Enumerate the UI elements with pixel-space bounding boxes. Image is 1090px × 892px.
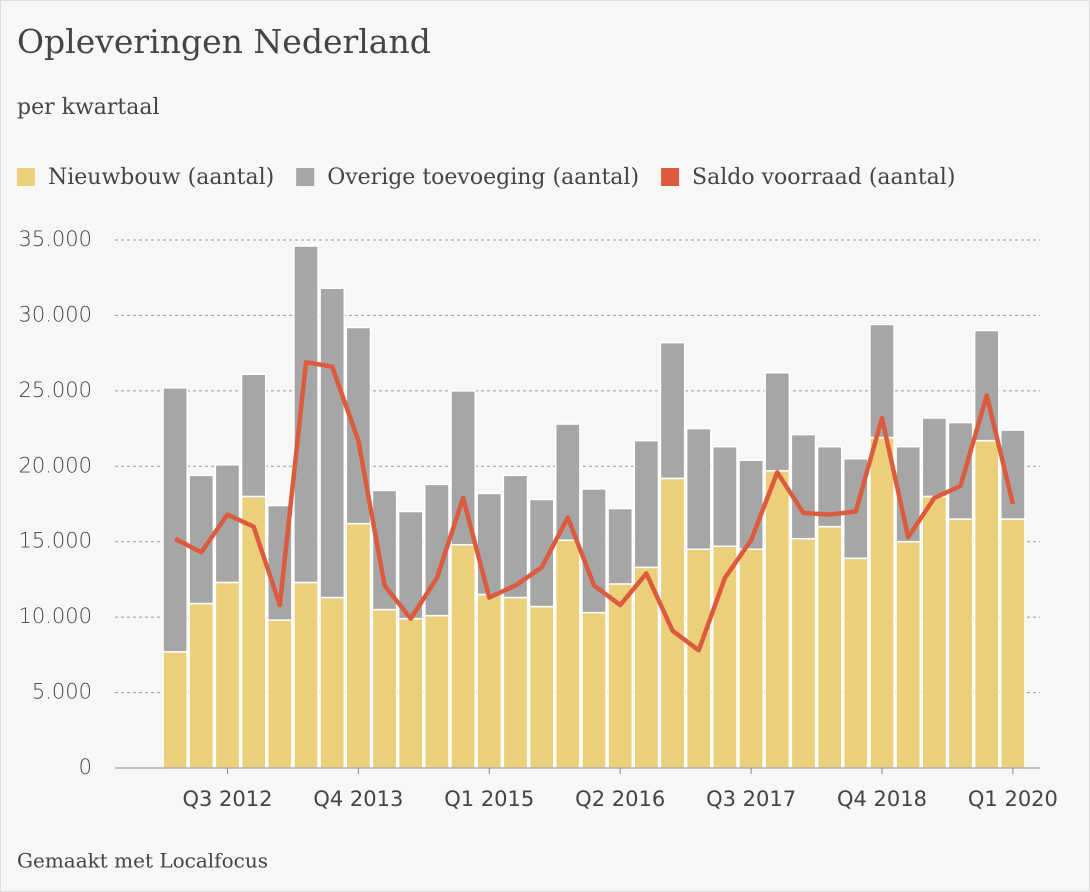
bar	[633, 566, 660, 769]
x-tick-label: Q2 2016	[575, 787, 665, 811]
bar	[293, 581, 319, 769]
bar	[607, 507, 634, 585]
y-tick-label: 5.000	[32, 680, 92, 704]
bar	[476, 593, 503, 769]
bar	[816, 525, 843, 769]
bar	[738, 548, 764, 769]
bar	[659, 477, 686, 769]
bar	[266, 619, 293, 769]
bar	[397, 510, 424, 620]
bar	[450, 543, 476, 769]
bar	[397, 617, 424, 769]
legend-label: Overige toevoeging (aantal)	[327, 165, 639, 190]
bar	[869, 436, 895, 769]
bar	[319, 596, 346, 769]
bar	[214, 581, 241, 769]
x-tick-label: Q4 2013	[313, 787, 403, 811]
x-tick-label: Q3 2017	[706, 787, 796, 811]
bar	[973, 439, 1000, 769]
chart-title: Opleveringen Nederland	[17, 22, 431, 61]
bar	[895, 540, 922, 769]
bar	[921, 495, 948, 769]
bar	[659, 341, 686, 480]
bar	[764, 470, 791, 769]
bar	[921, 417, 948, 498]
bar	[162, 651, 188, 769]
bar	[633, 439, 660, 569]
bar	[554, 539, 581, 769]
y-tick-label: 30.000	[19, 302, 92, 326]
chart-subtitle: per kwartaal	[17, 95, 160, 120]
bar	[502, 596, 529, 769]
bar	[188, 602, 215, 769]
x-tick-label: Q4 2018	[837, 787, 927, 811]
bar	[685, 427, 712, 551]
legend-label: Nieuwbouw (aantal)	[48, 165, 274, 190]
source: Gemaakt met Localfocus	[17, 849, 268, 873]
x-tick-label: Q1 2015	[444, 787, 534, 811]
bar	[240, 495, 267, 769]
legend-label: Saldo voorraad (aantal)	[692, 165, 955, 190]
bar	[712, 445, 738, 547]
legend-swatch	[17, 168, 35, 186]
bar	[947, 421, 974, 520]
bar	[790, 537, 817, 769]
x-tick-label: Q3 2012	[182, 787, 272, 811]
bar	[319, 287, 346, 599]
bar	[581, 611, 607, 769]
bar	[240, 373, 267, 498]
bar	[842, 557, 869, 769]
bar	[790, 433, 817, 540]
bar	[947, 518, 974, 769]
y-tick-label: 20.000	[19, 453, 92, 477]
legend-swatch	[661, 168, 680, 186]
bar	[764, 372, 791, 472]
bar	[607, 583, 634, 769]
bar	[685, 548, 712, 769]
bar	[424, 614, 450, 769]
y-tick-label: 25.000	[19, 378, 92, 402]
y-tick-label: 15.000	[19, 529, 92, 553]
bar	[345, 522, 372, 769]
y-tick-label: 35.000	[19, 227, 92, 251]
line	[174, 359, 1016, 653]
y-tick-label: 10.000	[19, 604, 92, 628]
bar	[345, 326, 372, 525]
bar	[293, 245, 319, 584]
x-tick-label: Q1 2020	[968, 787, 1058, 811]
bar	[162, 387, 188, 653]
bar	[528, 605, 555, 769]
legend-swatch	[296, 168, 315, 186]
bar	[476, 492, 503, 596]
y-tick-label: 0	[79, 755, 92, 779]
bar	[1000, 518, 1026, 769]
bar	[581, 488, 607, 614]
bar	[371, 608, 398, 769]
